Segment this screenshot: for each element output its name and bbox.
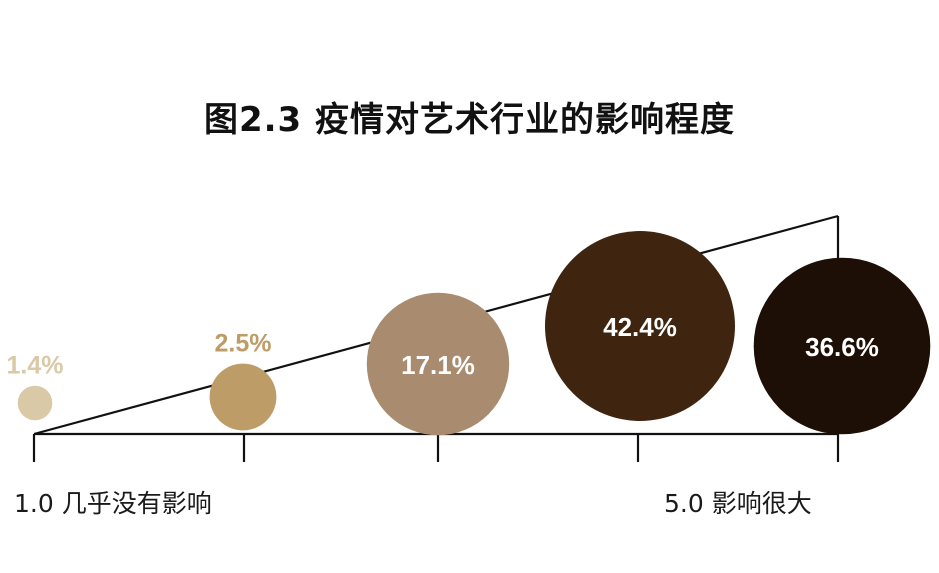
chart-title: 图2.3 疫情对艺术行业的影响程度: [203, 100, 736, 140]
data-label-3: 17.1%: [401, 350, 475, 380]
bubble-4: [545, 231, 735, 421]
bubble-1: [17, 385, 53, 421]
data-label-1: 1.4%: [7, 352, 64, 380]
axis-min-label: 1.0 几乎没有影响: [14, 489, 212, 518]
bubble-3: [366, 292, 510, 436]
data-label-2: 2.5%: [215, 330, 272, 358]
bubble-5: [753, 257, 931, 435]
data-label-5: 36.6%: [805, 332, 879, 362]
bubble-layer: [17, 231, 931, 436]
bubble-2: [209, 363, 277, 431]
axis-max-label: 5.0 影响很大: [664, 489, 812, 518]
label-layer: 1.4% 2.5% 17.1% 42.4% 36.6%: [7, 312, 879, 380]
data-label-4: 42.4%: [603, 312, 677, 342]
